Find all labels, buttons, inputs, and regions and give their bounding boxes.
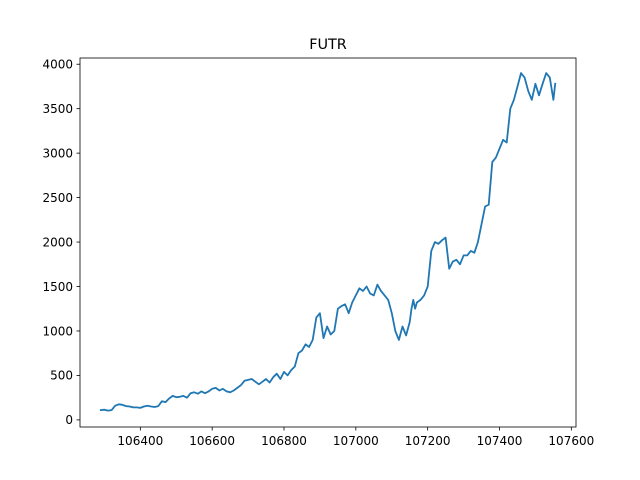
series-line bbox=[99, 72, 557, 412]
y-tick-label: 2000 bbox=[42, 235, 73, 249]
x-tick-label: 107600 bbox=[548, 434, 594, 448]
x-tick-label: 107000 bbox=[333, 434, 379, 448]
y-tick-label: 3500 bbox=[42, 102, 73, 116]
x-tick-label: 107400 bbox=[477, 434, 523, 448]
y-tick-label: 2500 bbox=[42, 191, 73, 205]
plot-frame bbox=[79, 57, 577, 428]
chart-title: FUTR bbox=[309, 37, 347, 53]
x-tick-label: 106800 bbox=[261, 434, 307, 448]
y-tick-label: 0 bbox=[65, 413, 73, 427]
x-tick-label: 106400 bbox=[117, 434, 163, 448]
x-tick-label: 106600 bbox=[189, 434, 235, 448]
y-tick-label: 1000 bbox=[42, 324, 73, 338]
y-tick-label: 4000 bbox=[42, 58, 73, 72]
y-tick-label: 500 bbox=[50, 369, 73, 383]
y-tick-label: 3000 bbox=[42, 146, 73, 160]
axes-ticks: 106400 106600 106800 107000 107200 107400 1076… bbox=[42, 58, 594, 448]
x-tick-label: 107200 bbox=[405, 434, 451, 448]
y-tick-label: 1500 bbox=[42, 280, 73, 294]
